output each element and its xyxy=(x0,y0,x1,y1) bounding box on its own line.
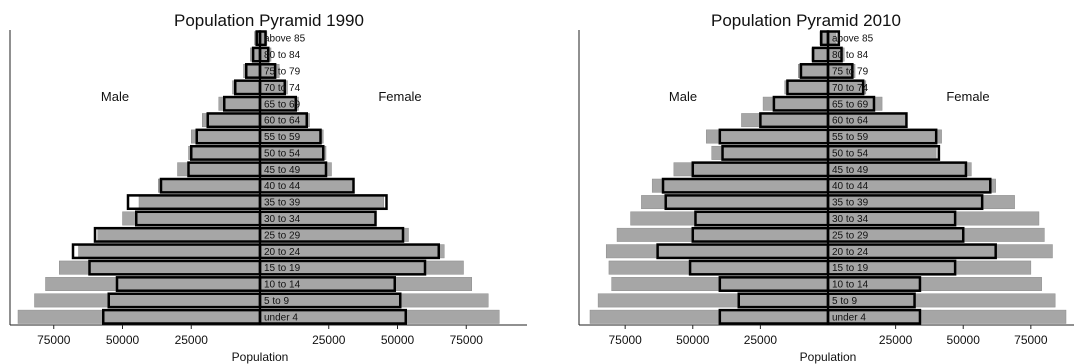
bar-male-bg xyxy=(232,80,261,95)
x-tick-label: 75000 xyxy=(37,333,71,347)
age-group-label: 20 to 24 xyxy=(264,247,301,258)
age-group-label: 10 to 14 xyxy=(264,280,301,291)
x-tick-label: 50000 xyxy=(381,333,415,347)
bar-male-bg xyxy=(158,178,261,193)
x-tick-label: 75000 xyxy=(450,333,484,347)
bar-male-bg xyxy=(188,145,261,160)
x-tick-label: 50000 xyxy=(106,333,140,347)
bar-male-bg xyxy=(641,195,829,210)
bar-male-bg xyxy=(798,64,829,78)
age-group-label: 65 to 69 xyxy=(264,99,301,110)
age-group-label: 25 to 29 xyxy=(832,230,869,241)
bar-male-bg xyxy=(605,244,829,259)
chart-title: Population Pyramid 1990 xyxy=(174,11,364,30)
bar-male-bg xyxy=(202,113,261,128)
age-group-label: 30 to 34 xyxy=(832,214,869,225)
x-tick-label: 50000 xyxy=(947,333,981,347)
age-group-label: under 4 xyxy=(832,312,866,323)
x-tick-label: 75000 xyxy=(608,333,642,347)
age-group-label: above 85 xyxy=(264,34,306,45)
bar-male-bg xyxy=(122,211,261,226)
age-group-label: 15 to 19 xyxy=(264,263,301,274)
x-tick-label: 25000 xyxy=(744,333,778,347)
pyramid-2010: Population Pyramid 2010 Male Female under 4… xyxy=(537,0,1074,364)
female-label: Female xyxy=(378,89,421,104)
age-group-label: 25 to 29 xyxy=(264,230,301,241)
bar-male-bg xyxy=(597,293,829,308)
bar-male-bg xyxy=(711,145,829,160)
age-group-label: 40 to 44 xyxy=(832,181,869,192)
x-tick-label: 25000 xyxy=(175,333,209,347)
pyramid-2010-chart: Population Pyramid 2010 Male Female under 4… xyxy=(578,11,1074,364)
age-group-label: 45 to 49 xyxy=(832,165,869,176)
age-group-label: 60 to 64 xyxy=(264,116,301,127)
female-label: Female xyxy=(946,89,989,104)
x-tick-label: 25000 xyxy=(312,333,346,347)
x-axis-label: Population xyxy=(800,350,857,364)
pyramid-1990: Population Pyramid 1990 Male Female under 4… xyxy=(9,11,527,364)
age-group-label: 70 to 74 xyxy=(832,83,869,94)
bar-male-bg xyxy=(34,293,261,308)
age-group-label: 50 to 54 xyxy=(832,148,869,159)
bar-male-bg xyxy=(608,260,829,275)
age-group-label: 45 to 49 xyxy=(264,165,301,176)
bar-male-bg xyxy=(706,129,829,144)
age-group-label: 35 to 39 xyxy=(832,198,869,209)
age-group-label: above 85 xyxy=(832,34,874,45)
chart-title: Population Pyramid 2010 xyxy=(711,11,901,30)
bar-male-bg xyxy=(17,309,261,324)
bar-male-bg xyxy=(177,162,261,177)
bar-male-bg xyxy=(191,129,261,144)
male-label: Male xyxy=(669,89,697,104)
age-group-label: 15 to 19 xyxy=(832,263,869,274)
bar-male-bg xyxy=(673,162,829,177)
bar-male-bg xyxy=(78,244,261,259)
bar-female-bg xyxy=(827,293,1056,308)
x-axis-label: Population xyxy=(232,350,289,364)
age-group-label: 10 to 14 xyxy=(832,280,869,291)
age-group-label: 80 to 84 xyxy=(832,50,869,61)
age-group-label: 5 to 9 xyxy=(264,296,289,307)
age-group-label: 55 to 59 xyxy=(832,132,869,143)
bar-male-bg xyxy=(630,211,829,226)
bar-male-bg xyxy=(651,178,829,193)
age-group-label: 50 to 54 xyxy=(264,148,301,159)
bar-female-bg xyxy=(259,293,489,308)
bar-male-bg xyxy=(589,309,829,324)
age-group-label: 40 to 44 xyxy=(264,181,301,192)
age-group-label: 5 to 9 xyxy=(832,296,857,307)
x-tick-label: 50000 xyxy=(676,333,710,347)
age-group-label: 35 to 39 xyxy=(264,198,301,209)
bar-male-bg xyxy=(45,277,261,291)
bar-male-bg xyxy=(784,80,829,95)
male-label: Male xyxy=(101,89,129,104)
bar-male-bg xyxy=(97,227,261,242)
x-tick-label: 75000 xyxy=(1014,333,1048,347)
age-group-label: 70 to 74 xyxy=(264,83,301,94)
age-group-label: 75 to 79 xyxy=(264,66,301,77)
age-group-label: 60 to 64 xyxy=(832,116,869,127)
age-group-label: 80 to 84 xyxy=(264,50,301,61)
pyramid-1990-chart: Population Pyramid 1990 Male Female under 4… xyxy=(9,11,527,364)
age-group-label: 30 to 34 xyxy=(264,214,301,225)
age-group-label: 65 to 69 xyxy=(832,99,869,110)
x-tick-label: 25000 xyxy=(879,333,913,347)
age-group-label: 55 to 59 xyxy=(264,132,301,143)
bar-male-bg xyxy=(616,227,829,242)
age-group-label: 75 to 79 xyxy=(832,66,869,77)
age-group-label: 20 to 24 xyxy=(832,247,869,258)
bar-male-bg xyxy=(138,195,261,210)
bar-male-bg xyxy=(250,47,261,62)
age-group-label: under 4 xyxy=(264,312,298,323)
bar-male-bg xyxy=(741,113,829,128)
